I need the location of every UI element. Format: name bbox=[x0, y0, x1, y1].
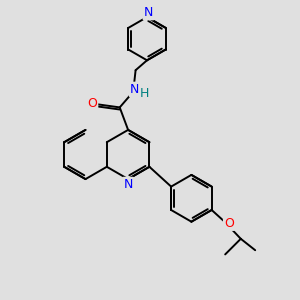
Text: O: O bbox=[87, 97, 97, 110]
Text: H: H bbox=[140, 87, 149, 100]
Text: N: N bbox=[130, 83, 140, 96]
Text: N: N bbox=[123, 178, 133, 191]
Text: N: N bbox=[144, 6, 153, 19]
Text: O: O bbox=[224, 217, 234, 230]
